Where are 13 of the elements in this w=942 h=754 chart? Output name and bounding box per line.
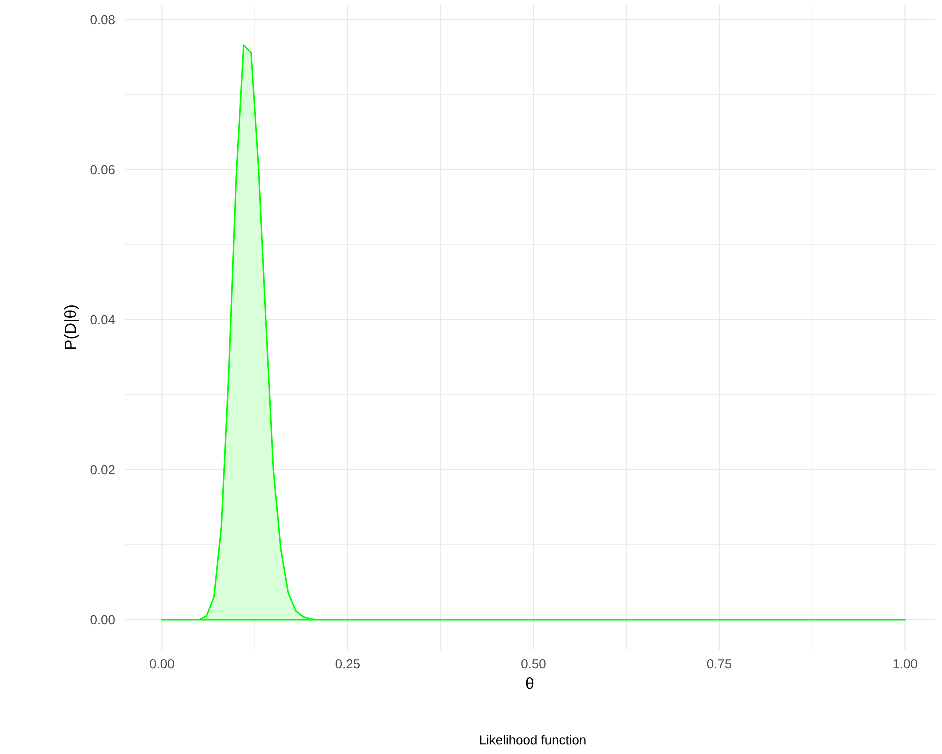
x-axis-title: θ bbox=[526, 678, 534, 690]
y-tick-label: 0.08 bbox=[90, 15, 115, 25]
x-tick-label: 0.75 bbox=[707, 660, 732, 669]
y-tick-label: 0.04 bbox=[90, 315, 116, 325]
x-tick-label: 0.00 bbox=[150, 660, 174, 669]
y-tick-label: 0.02 bbox=[90, 465, 115, 475]
y-tick-label: 0.06 bbox=[90, 165, 115, 175]
x-tick-label: 0.50 bbox=[522, 660, 546, 669]
y-tick-label: 0.00 bbox=[90, 615, 115, 625]
x-tick-label: 1.00 bbox=[894, 660, 918, 669]
text: Likelihood function bbox=[480, 735, 586, 745]
x-tick-label: 0.25 bbox=[336, 660, 360, 669]
y-axis-title: P(D|θ) bbox=[64, 306, 80, 350]
